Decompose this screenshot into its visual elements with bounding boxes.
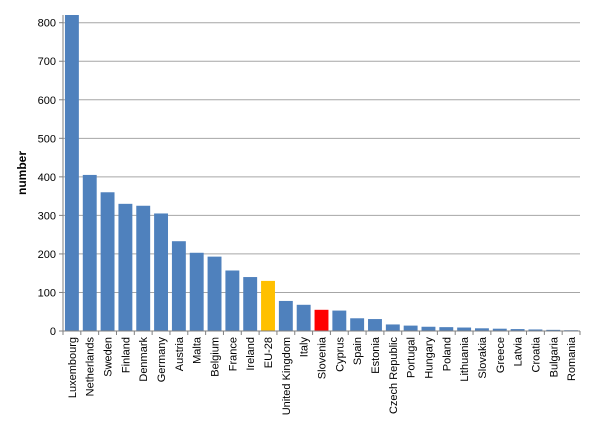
x-tick-label: Spain [352,337,364,365]
x-tick-label: Ireland [245,337,257,371]
x-tick-label: Bulgaria [548,336,560,377]
x-tick-label: Slovenia [317,336,329,379]
y-tick-label: 800 [38,18,56,30]
bar-portugal [403,325,418,331]
bar-czech-republic [385,324,400,331]
x-tick-label: Sweden [103,337,115,377]
bar-poland [439,327,454,331]
bar-spain [350,318,365,331]
x-tick-label: Lithuania [459,336,471,382]
x-tick-label: Czech Republic [388,337,400,415]
y-tick-label: 700 [38,56,56,68]
bar-hungary [421,326,436,331]
x-tick-label: Greece [495,337,507,373]
x-tick-label: EU-28 [263,337,275,368]
x-tick-label: Italy [299,337,311,358]
x-tick-label: Netherlands [85,337,97,397]
bar-luxembourg [64,15,79,331]
x-tick-label: Hungary [423,337,435,379]
y-tick-labels: 0 100 200 300 400 500 600 700 800 [38,18,56,338]
x-tick-label: Estonia [370,336,382,374]
x-tick-label: France [227,337,239,371]
x-tick-label: United Kingdom [281,337,293,415]
x-tick-label: Malta [192,336,204,364]
x-tick-label: Finland [120,337,132,373]
x-tick-label: Portugal [406,337,418,378]
x-tick-label: Cyprus [334,337,346,372]
bar-bulgaria [546,329,561,331]
x-tick-label: Slovakia [477,336,489,378]
y-tick-label: 0 [50,326,56,338]
y-axis-title: number [15,151,29,195]
bar-italy [296,304,311,331]
y-tick-label: 200 [38,249,56,261]
x-tick-label: Romania [566,336,578,381]
x-tick-label: Austria [174,336,186,371]
bar-belgium [207,256,222,331]
bar-lithuania [457,327,472,331]
bar-austria [171,241,186,331]
bar-slovakia [474,328,489,331]
bar-denmark [136,205,151,331]
bar-malta [189,252,204,331]
x-tick-label: Latvia [513,336,525,366]
bar-netherlands [82,174,97,331]
y-tick-label: 100 [38,287,56,299]
bar-estonia [368,319,382,331]
bar-united-kingdom [278,300,293,331]
x-tick-labels: Luxembourg Netherlands Sweden Finland Denmar… [67,336,578,415]
bar-ireland [243,277,258,331]
bar-germany [154,213,169,331]
axes [59,15,581,335]
x-tick-label: Germany [156,337,168,383]
bar-slovenia [314,309,329,331]
bar-finland [118,203,133,331]
x-tick-label: Belgium [210,337,222,377]
bar-sweden [100,192,115,331]
y-tick-label: 300 [38,210,56,222]
y-tick-label: 600 [38,95,56,107]
bar-france [225,270,240,331]
bar-croatia [528,329,543,331]
bars [64,15,579,331]
x-tick-label: Croatia [530,336,542,372]
bar-eu-28 [261,280,275,331]
bar-latvia [510,329,525,331]
x-tick-label: Luxembourg [67,337,79,398]
x-tick-label: Denmark [138,337,150,382]
y-tick-label: 400 [38,172,56,184]
bar-greece [492,328,507,331]
y-tick-label: 500 [38,133,56,145]
x-tick-label: Poland [441,337,453,371]
bar-cyprus [332,310,347,331]
